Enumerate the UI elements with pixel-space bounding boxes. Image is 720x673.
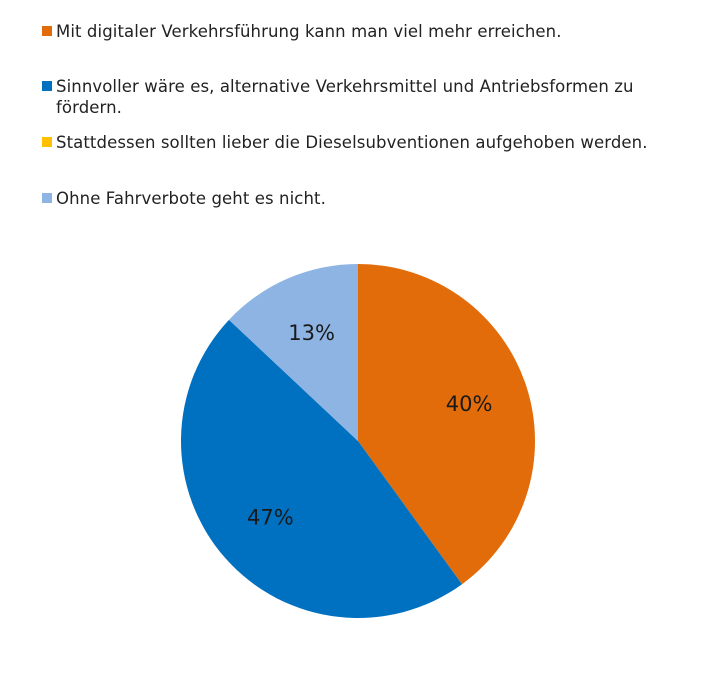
slice-value-label: 13% xyxy=(288,321,335,345)
legend-item-alternative-transport: Sinnvoller wäre es, alternative Verkehrs… xyxy=(42,76,696,118)
legend-item-driving-bans: Ohne Fahrverbote geht es nicht. xyxy=(42,188,696,209)
pie-slice-labels: 40% 47% 13% xyxy=(247,321,492,529)
legend-swatch-orange xyxy=(42,26,52,36)
slice-value-label: 40% xyxy=(446,392,493,416)
legend-label: Mit digitaler Verkehrsführung kann man v… xyxy=(56,22,562,41)
legend-swatch-light-blue xyxy=(42,193,52,203)
legend-item-digital-traffic: Mit digitaler Verkehrsführung kann man v… xyxy=(42,21,696,42)
pie-slices xyxy=(181,264,535,618)
slice-alternative-transport xyxy=(181,319,463,618)
slice-value-label: 47% xyxy=(247,505,294,529)
legend-item-diesel-subsidies: Stattdessen sollten lieber die Dieselsub… xyxy=(42,132,696,153)
legend-label: Ohne Fahrverbote geht es nicht. xyxy=(56,189,326,208)
legend-label: Sinnvoller wäre es, alternative Verkehrs… xyxy=(56,77,634,117)
slice-digital-traffic xyxy=(358,264,535,585)
legend-swatch-blue xyxy=(42,81,52,91)
legend-swatch-yellow xyxy=(42,137,52,147)
slice-driving-bans xyxy=(228,264,358,441)
legend-label: Stattdessen sollten lieber die Dieselsub… xyxy=(56,133,648,152)
